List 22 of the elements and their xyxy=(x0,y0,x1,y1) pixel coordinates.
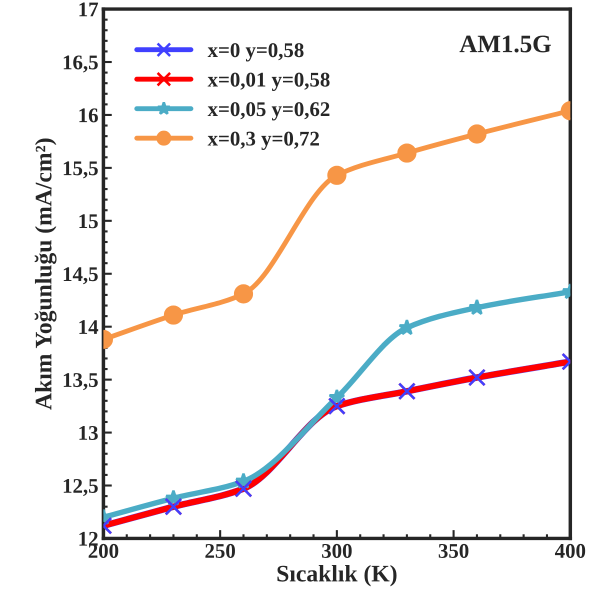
x-tick-label: 300 xyxy=(322,544,352,558)
y-axis-title: Akım Yoğunluğu (mA/cm²) xyxy=(34,138,57,410)
x-tick-label: 400 xyxy=(554,544,586,558)
legend-label: x=0,3 y=0,72 xyxy=(208,132,319,150)
legend-label: x=0 y=0,58 xyxy=(208,43,304,62)
y-tick-label: 14 xyxy=(79,320,98,334)
y-tick-label: 16,5 xyxy=(64,55,98,72)
y-tick-label: 15 xyxy=(79,214,98,228)
y-tick-label: 13,5 xyxy=(64,373,98,390)
y-tick-label: 15,5 xyxy=(64,161,98,178)
y-tick-label: 14,5 xyxy=(64,267,98,284)
legend-label: x=0,05 y=0,62 xyxy=(208,102,330,120)
x-tick-label: 200 xyxy=(88,544,118,558)
y-tick-label: 16 xyxy=(79,108,98,122)
x-axis-title: Sıcaklık (K) xyxy=(277,564,397,586)
y-tick-label: 13 xyxy=(79,426,98,440)
y-tick-label: 17 xyxy=(79,2,98,16)
annotation: AM1.5G xyxy=(460,36,551,52)
legend-label: x=0,01 y=0,58 xyxy=(208,72,330,91)
x-tick-label: 350 xyxy=(438,544,468,558)
y-tick-label: 12,5 xyxy=(64,478,98,496)
x-tick-label: 250 xyxy=(205,544,235,558)
